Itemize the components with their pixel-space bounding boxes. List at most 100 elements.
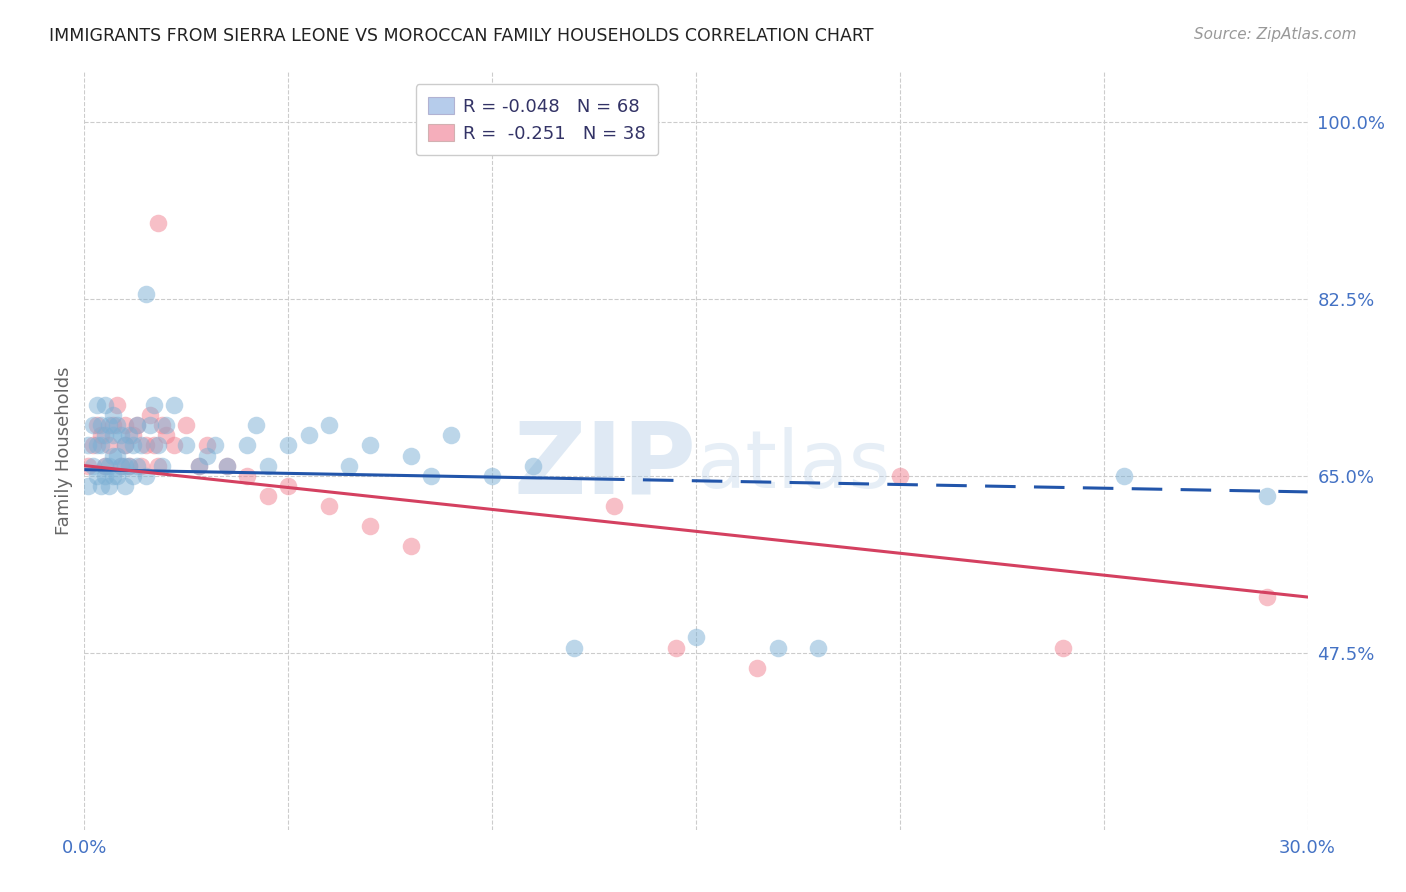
- Point: [127, 418, 149, 433]
- Point: [122, 438, 145, 452]
- Text: atlas: atlas: [696, 426, 890, 505]
- Legend: Immigrants from Sierra Leone, Moroccans: Immigrants from Sierra Leone, Moroccans: [475, 891, 917, 892]
- Point: [105, 398, 128, 412]
- Point: [562, 640, 585, 655]
- Point: [204, 438, 226, 452]
- Point: [195, 449, 218, 463]
- Point: [163, 438, 186, 452]
- Point: [747, 661, 769, 675]
- Point: [93, 428, 115, 442]
- Point: [105, 449, 128, 463]
- Point: [195, 438, 218, 452]
- Point: [82, 458, 104, 473]
- Point: [135, 438, 157, 452]
- Point: [174, 418, 197, 433]
- Point: [359, 438, 381, 452]
- Point: [114, 438, 136, 452]
- Point: [131, 458, 153, 473]
- Point: [339, 458, 361, 473]
- Point: [93, 398, 115, 412]
- Point: [105, 468, 128, 483]
- Point: [685, 631, 707, 645]
- Point: [155, 418, 177, 433]
- Point: [257, 458, 280, 473]
- Point: [93, 468, 115, 483]
- Point: [236, 438, 259, 452]
- Point: [174, 438, 197, 452]
- Text: Source: ZipAtlas.com: Source: ZipAtlas.com: [1194, 27, 1357, 42]
- Point: [101, 408, 124, 422]
- Point: [146, 458, 169, 473]
- Point: [420, 468, 443, 483]
- Point: [110, 458, 132, 473]
- Point: [110, 458, 132, 473]
- Point: [90, 418, 112, 433]
- Point: [86, 438, 108, 452]
- Point: [298, 428, 321, 442]
- Point: [318, 499, 340, 513]
- Point: [127, 418, 149, 433]
- Text: IMMIGRANTS FROM SIERRA LEONE VS MOROCCAN FAMILY HOUSEHOLDS CORRELATION CHART: IMMIGRANTS FROM SIERRA LEONE VS MOROCCAN…: [49, 27, 873, 45]
- Point: [359, 519, 381, 533]
- Point: [1256, 489, 1278, 503]
- Point: [150, 418, 173, 433]
- Point: [114, 438, 136, 452]
- Point: [187, 458, 209, 473]
- Point: [245, 418, 267, 433]
- Point: [150, 458, 173, 473]
- Point: [603, 499, 626, 513]
- Point: [114, 458, 136, 473]
- Point: [807, 640, 830, 655]
- Point: [86, 418, 108, 433]
- Point: [399, 449, 422, 463]
- Point: [90, 428, 112, 442]
- Point: [1256, 590, 1278, 604]
- Point: [135, 468, 157, 483]
- Point: [97, 458, 120, 473]
- Point: [135, 286, 157, 301]
- Point: [399, 540, 422, 554]
- Point: [1052, 640, 1074, 655]
- Point: [86, 468, 108, 483]
- Point: [101, 418, 124, 433]
- Point: [163, 398, 186, 412]
- Point: [110, 428, 132, 442]
- Point: [101, 428, 124, 442]
- Point: [118, 428, 141, 442]
- Point: [146, 216, 169, 230]
- Point: [889, 468, 911, 483]
- Point: [90, 438, 112, 452]
- Point: [101, 468, 124, 483]
- Point: [131, 438, 153, 452]
- Point: [277, 479, 299, 493]
- Point: [440, 428, 463, 442]
- Point: [82, 438, 104, 452]
- Point: [142, 438, 165, 452]
- Point: [155, 428, 177, 442]
- Point: [122, 428, 145, 442]
- Point: [97, 418, 120, 433]
- Point: [114, 479, 136, 493]
- Point: [93, 458, 115, 473]
- Point: [217, 458, 239, 473]
- Point: [766, 640, 789, 655]
- Point: [114, 418, 136, 433]
- Point: [97, 479, 120, 493]
- Point: [118, 458, 141, 473]
- Point: [138, 408, 160, 422]
- Point: [97, 438, 120, 452]
- Point: [77, 438, 100, 452]
- Point: [86, 398, 108, 412]
- Point: [481, 468, 503, 483]
- Text: ZIP: ZIP: [513, 417, 696, 514]
- Point: [122, 468, 145, 483]
- Point: [142, 398, 165, 412]
- Point: [257, 489, 280, 503]
- Point: [665, 640, 688, 655]
- Point: [90, 479, 112, 493]
- Point: [1114, 468, 1136, 483]
- Point: [77, 479, 100, 493]
- Point: [118, 458, 141, 473]
- Point: [146, 438, 169, 452]
- Point: [138, 418, 160, 433]
